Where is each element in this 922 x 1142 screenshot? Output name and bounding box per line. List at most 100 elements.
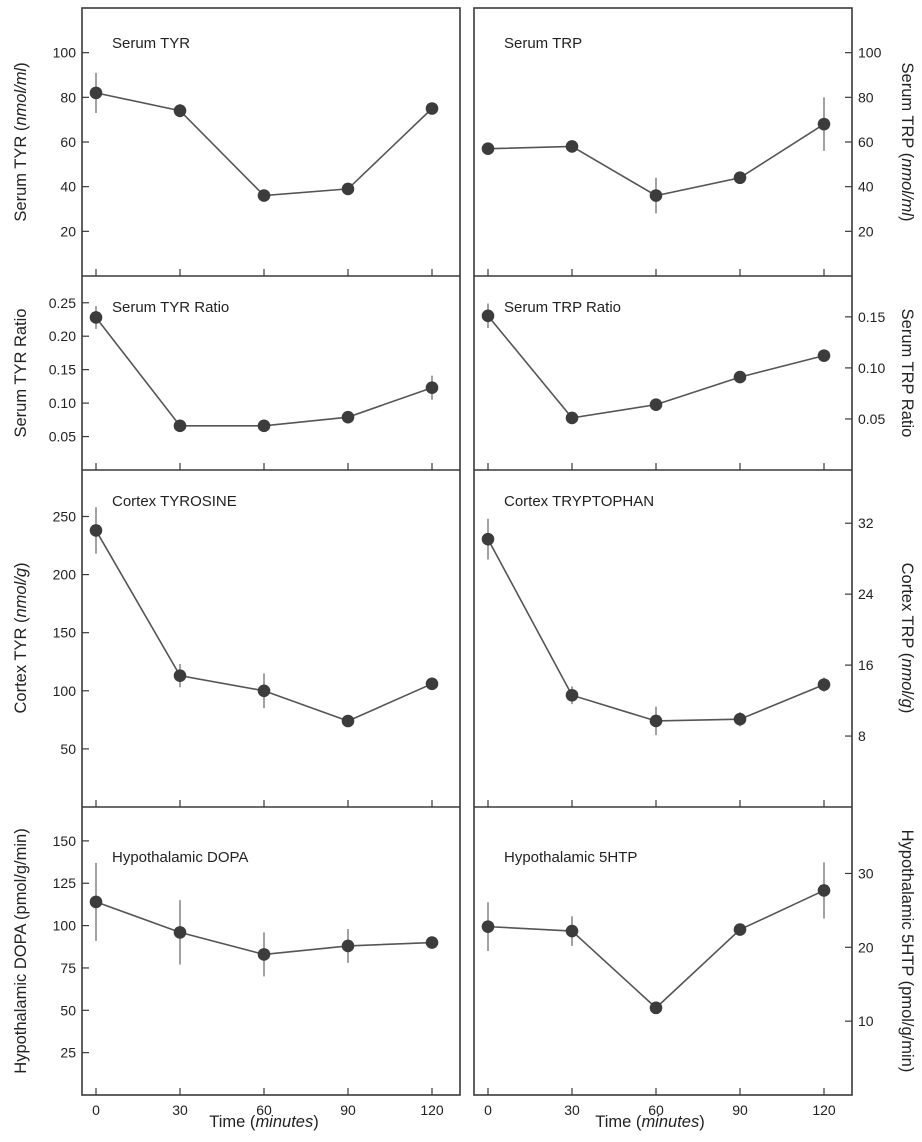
panel-title: Cortex TRYPTOPHAN <box>504 493 654 510</box>
y-tick-label: 80 <box>60 89 76 105</box>
panel-7: 0 30 60 90 120 25 50 75 100 125 150 Hypothalamic DO… <box>12 828 444 1118</box>
data-point <box>89 895 103 909</box>
y-tick-label: 150 <box>53 833 77 849</box>
y-axis-label: Cortex TRP (nmol/g) <box>898 563 916 714</box>
x-axis-label-left: Time (minutes) <box>209 1113 318 1131</box>
data-point <box>341 714 355 728</box>
series-line <box>487 538 825 722</box>
y-tick-label: 0.15 <box>858 309 885 325</box>
data-point <box>649 189 663 202</box>
x-tick-label: 30 <box>172 1102 188 1118</box>
y-tick-label: 40 <box>60 179 76 195</box>
y-tick-label: 200 <box>53 567 77 583</box>
y-tick-label: 0.05 <box>49 429 76 445</box>
y-axis-label: Serum TRP Ratio <box>898 309 916 438</box>
y-axis-label: Hypothalamic 5HTP (pmol/g/min) <box>898 830 916 1073</box>
data-point <box>481 532 495 546</box>
data-point <box>173 419 187 433</box>
panel-6: 8 16 24 32 Cortex TRYPTOPHAN Cortex TRP (nmol… <box>481 493 916 807</box>
data-point <box>341 939 355 953</box>
panel-title: Hypothalamic 5HTP <box>504 849 637 866</box>
panel-5: 50 100 150 200 250 Cortex TYROSINE Cortex TYR … <box>12 493 439 807</box>
series-line <box>95 92 433 197</box>
y-tick-label: 25 <box>60 1045 76 1061</box>
y-tick-label: 125 <box>53 875 77 891</box>
data-point <box>649 398 663 411</box>
y-tick-label: 16 <box>858 657 874 673</box>
data-point <box>481 309 495 323</box>
data-point <box>565 924 579 938</box>
x-tick-label: 90 <box>340 1102 356 1118</box>
y-tick-label: 150 <box>53 625 77 641</box>
panel-title: Cortex TYROSINE <box>112 493 237 510</box>
data-point <box>817 884 831 897</box>
data-point <box>733 370 747 384</box>
data-point <box>173 926 187 939</box>
panel-2: 20 40 60 80 100 Serum TRP Serum TRP (nmol/ml) <box>481 35 916 276</box>
y-tick-label: 0.10 <box>49 395 76 411</box>
y-tick-label: 100 <box>53 918 77 934</box>
x-tick-label: 0 <box>92 1102 100 1118</box>
data-point <box>89 311 103 324</box>
data-point <box>89 86 103 100</box>
data-point <box>425 936 439 949</box>
y-tick-label: 20 <box>858 939 874 955</box>
y-axis-label: Hypothalamic DOPA (pmol/g/min) <box>12 828 30 1073</box>
y-tick-label: 80 <box>858 89 874 105</box>
y-tick-label: 250 <box>53 508 77 524</box>
y-axis-label: Serum TYR (nmol/ml) <box>12 62 30 221</box>
data-point <box>733 171 747 185</box>
series-line <box>487 889 825 1009</box>
y-tick-label: 0.25 <box>49 295 76 311</box>
y-tick-label: 24 <box>858 586 874 602</box>
y-tick-label: 100 <box>53 45 77 61</box>
y-tick-label: 20 <box>60 223 76 239</box>
data-point <box>733 923 747 936</box>
panel-title: Hypothalamic DOPA <box>112 849 248 866</box>
data-point <box>341 182 355 196</box>
panel-8: 0 30 60 90 120 10 20 30 Hypothalamic 5HTP Hypotha… <box>481 830 916 1118</box>
data-point <box>257 419 271 433</box>
panel-1: 20 40 60 80 100 Serum TYR Serum TYR (nmol/ml) <box>12 35 439 276</box>
y-tick-label: 60 <box>60 134 76 150</box>
data-point <box>173 669 187 682</box>
y-tick-label: 60 <box>858 134 874 150</box>
y-tick-label: 40 <box>858 179 874 195</box>
data-point <box>425 102 439 115</box>
y-tick-label: 100 <box>53 683 77 699</box>
data-point <box>257 948 271 961</box>
x-tick-label: 30 <box>564 1102 580 1118</box>
panel-title: Serum TRP Ratio <box>504 299 621 316</box>
y-tick-label: 0.20 <box>49 328 76 344</box>
data-point <box>425 381 439 395</box>
y-tick-label: 32 <box>858 515 874 531</box>
y-tick-label: 30 <box>858 865 874 881</box>
panel-3: 0.05 0.10 0.15 0.20 0.25 Serum TYR Ratio Serum… <box>12 295 439 470</box>
y-axis-label: Cortex TYR (nmol/g) <box>12 563 30 714</box>
y-tick-label: 50 <box>60 741 76 757</box>
y-axis-label: Serum TRP (nmol/ml) <box>898 63 916 222</box>
y-tick-label: 0.10 <box>858 360 885 376</box>
y-tick-label: 100 <box>858 45 882 61</box>
data-point <box>649 1001 663 1015</box>
data-point <box>649 714 663 728</box>
data-point <box>89 524 103 537</box>
data-point <box>481 142 495 155</box>
data-point <box>173 104 187 118</box>
x-axis-label-right: Time (minutes) <box>595 1113 704 1131</box>
data-point <box>257 189 271 202</box>
y-tick-label: 50 <box>60 1002 76 1018</box>
y-tick-label: 8 <box>858 728 866 744</box>
column-frame-2 <box>473 7 853 1096</box>
data-point <box>817 117 831 131</box>
x-tick-label: 0 <box>484 1102 492 1118</box>
y-tick-label: 0.05 <box>858 411 885 427</box>
column-frame-1 <box>81 7 461 1096</box>
x-tick-label: 60 <box>648 1102 664 1118</box>
data-point <box>565 688 579 702</box>
panel-4: 0.05 0.10 0.15 Serum TRP Ratio Serum TRP Rat… <box>481 299 916 470</box>
data-point <box>817 349 831 362</box>
x-tick-label: 120 <box>420 1102 444 1118</box>
